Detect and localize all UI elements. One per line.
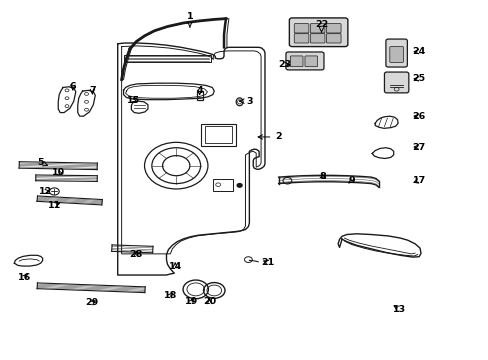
FancyBboxPatch shape xyxy=(310,24,325,33)
Bar xyxy=(204,126,231,143)
Text: 28: 28 xyxy=(129,250,142,259)
Text: 6: 6 xyxy=(69,82,76,91)
Text: 16: 16 xyxy=(18,273,31,282)
Text: 17: 17 xyxy=(411,176,425,185)
FancyBboxPatch shape xyxy=(384,72,408,93)
Text: 10: 10 xyxy=(52,168,65,177)
FancyBboxPatch shape xyxy=(285,52,324,70)
Text: 14: 14 xyxy=(168,262,182,271)
FancyBboxPatch shape xyxy=(294,24,308,33)
Text: 18: 18 xyxy=(163,291,177,300)
FancyBboxPatch shape xyxy=(294,34,308,43)
FancyBboxPatch shape xyxy=(389,46,403,62)
FancyBboxPatch shape xyxy=(290,56,303,67)
Text: 5: 5 xyxy=(38,158,47,167)
Text: 29: 29 xyxy=(85,298,99,307)
Text: 11: 11 xyxy=(48,201,61,210)
FancyBboxPatch shape xyxy=(326,34,340,43)
Text: 26: 26 xyxy=(411,112,425,121)
Text: 7: 7 xyxy=(89,86,96,95)
Text: 1: 1 xyxy=(186,12,193,27)
Text: 24: 24 xyxy=(411,47,425,56)
Bar xyxy=(123,55,211,62)
Text: 25: 25 xyxy=(412,75,425,84)
Text: 23: 23 xyxy=(277,60,290,69)
Bar xyxy=(212,179,233,191)
Text: 27: 27 xyxy=(411,143,425,152)
Text: 19: 19 xyxy=(185,297,198,306)
Text: 20: 20 xyxy=(203,297,216,306)
Text: 9: 9 xyxy=(348,176,354,185)
FancyBboxPatch shape xyxy=(305,56,317,67)
Text: 2: 2 xyxy=(258,132,282,141)
FancyBboxPatch shape xyxy=(385,39,407,67)
FancyBboxPatch shape xyxy=(289,18,347,46)
Circle shape xyxy=(237,184,242,187)
Text: 13: 13 xyxy=(392,305,406,314)
Text: 4: 4 xyxy=(196,86,203,95)
Text: 8: 8 xyxy=(319,172,325,181)
Text: 12: 12 xyxy=(39,187,52,196)
Bar xyxy=(196,91,202,100)
Text: 15: 15 xyxy=(126,96,140,105)
Text: 21: 21 xyxy=(261,258,274,267)
Bar xyxy=(200,124,235,146)
Text: 22: 22 xyxy=(314,19,327,32)
FancyBboxPatch shape xyxy=(326,24,340,33)
Text: 3: 3 xyxy=(239,96,252,105)
FancyBboxPatch shape xyxy=(310,34,325,43)
